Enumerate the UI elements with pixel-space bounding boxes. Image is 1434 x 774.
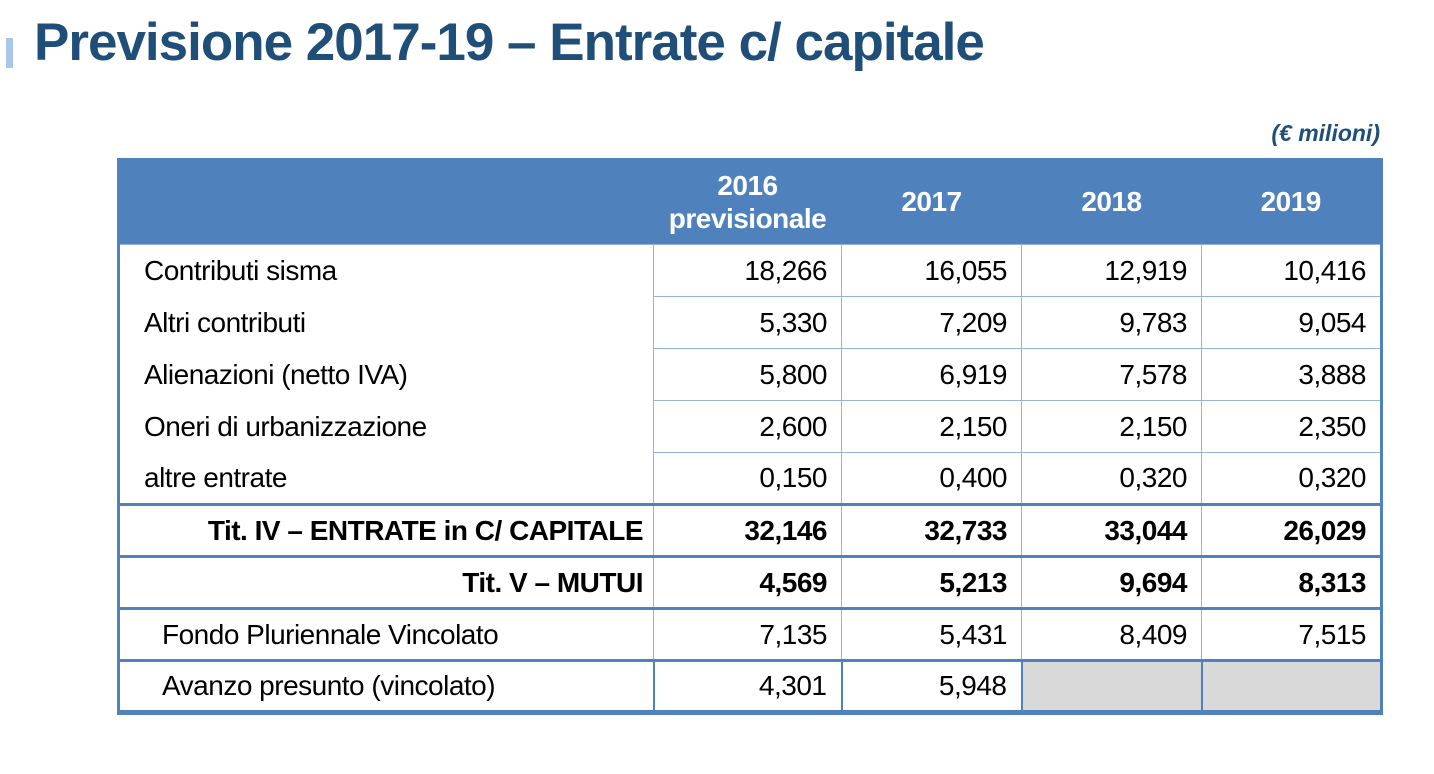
header-cell-2017: 2017: [841, 159, 1022, 245]
header-cell-2019: 2019: [1201, 159, 1382, 245]
table-row-fondo-pluriennale: Fondo Pluriennale Vincolato 7,135 5,431 …: [118, 607, 1382, 661]
table-header: 2016 previsionale 2017 2018 2019: [118, 159, 1382, 245]
table-row-alienazioni: Alienazioni (netto IVA) 5,800 6,919 7,57…: [119, 348, 1382, 401]
cell-value: 7,578: [1021, 348, 1202, 401]
cell-value: 7,209: [841, 296, 1022, 349]
cell-value: 33,044: [1021, 503, 1202, 557]
cell-value: 5,213: [841, 555, 1022, 609]
cell-value: 5,800: [653, 348, 842, 401]
table-row-altre-entrate: altre entrate 0,150 0,400 0,320 0,320: [119, 452, 1382, 505]
budget-table: 2016 previsionale 2017 2018 2019 Contrib…: [117, 158, 1383, 715]
table-row-total-tit-iv: Tit. IV – ENTRATE in C/ CAPITALE 32,146 …: [118, 503, 1382, 557]
row-label: Avanzo presunto (vincolato): [118, 659, 654, 715]
cell-value: 16,055: [841, 244, 1022, 297]
units-note: (€ milioni): [1271, 120, 1380, 146]
header-cell-2016: 2016 previsionale: [653, 159, 842, 245]
row-label: Contributi sisma: [118, 244, 654, 297]
table-body: Contributi sisma 18,266 16,055 12,919 10…: [118, 244, 1382, 715]
header-row: 2016 previsionale 2017 2018 2019: [118, 159, 1382, 245]
cell-value: 12,919: [1021, 244, 1202, 297]
cell-value: 2,600: [653, 400, 842, 453]
cell-value: 32,146: [653, 503, 842, 557]
cell-value: 9,783: [1021, 296, 1202, 349]
cell-value: 7,135: [653, 607, 842, 661]
cell-value: 9,694: [1021, 555, 1202, 609]
row-label: Fondo Pluriennale Vincolato: [118, 607, 654, 661]
cell-value: 18,266: [653, 244, 842, 297]
cell-value: 2,350: [1201, 400, 1382, 453]
cell-value: 10,416: [1201, 244, 1382, 297]
cell-value: 0,150: [653, 452, 842, 505]
cell-value: 8,409: [1021, 607, 1202, 661]
cell-value: 9,054: [1201, 296, 1382, 349]
cell-value: 2,150: [1021, 400, 1202, 453]
header-cell-2018: 2018: [1021, 159, 1202, 245]
row-label: Alienazioni (netto IVA): [144, 358, 408, 390]
row-label: Tit. IV – ENTRATE in C/ CAPITALE: [118, 503, 654, 557]
table-row-altri-contributi: Altri contributi 5,330 7,209 9,783 9,054: [119, 296, 1382, 349]
row-label: Oneri di urbanizzazione: [144, 410, 427, 442]
cell-value: 2,150: [841, 400, 1022, 453]
cell-value: 0,320: [1021, 452, 1202, 505]
cell-value: 4,301: [652, 659, 842, 715]
header-cell-label: [118, 159, 654, 245]
cell-value: 5,431: [841, 607, 1022, 661]
cell-empty-gray: [1020, 659, 1202, 715]
cell-value: 0,400: [841, 452, 1022, 505]
cell-value: 32,733: [841, 503, 1022, 557]
row-label: altre entrate: [144, 461, 287, 493]
cell-value: 3,888: [1201, 348, 1382, 401]
cell-value: 5,330: [653, 296, 842, 349]
row-label: Altri contributi: [144, 306, 306, 338]
table-row-oneri-urbanizzazione: Oneri di urbanizzazione 2,600 2,150 2,15…: [119, 400, 1382, 453]
header-2016-line1: 2016: [717, 170, 778, 202]
table-row-contributi-sisma: Contributi sisma 18,266 16,055 12,919 10…: [118, 244, 1382, 297]
cell-value: 8,313: [1201, 555, 1382, 609]
table-row-total-tit-v: Tit. V – MUTUI 4,569 5,213 9,694 8,313: [118, 555, 1382, 609]
header-2016-line2: previsionale: [668, 202, 827, 234]
slide-edge-artifact: [6, 38, 13, 68]
page-title: Previsione 2017-19 – Entrate c/ capitale: [34, 13, 985, 72]
cell-value: 26,029: [1201, 503, 1382, 557]
table-row-avanzo-presunto: Avanzo presunto (vincolato) 4,301 5,948: [118, 659, 1382, 715]
cell-value: 7,515: [1201, 607, 1382, 661]
row-label: Tit. V – MUTUI: [118, 555, 654, 609]
cell-value: 6,919: [841, 348, 1022, 401]
cell-value: 0,320: [1201, 452, 1382, 505]
cell-empty-gray: [1200, 659, 1382, 715]
cell-value: 4,569: [653, 555, 842, 609]
cell-value: 5,948: [840, 659, 1022, 715]
